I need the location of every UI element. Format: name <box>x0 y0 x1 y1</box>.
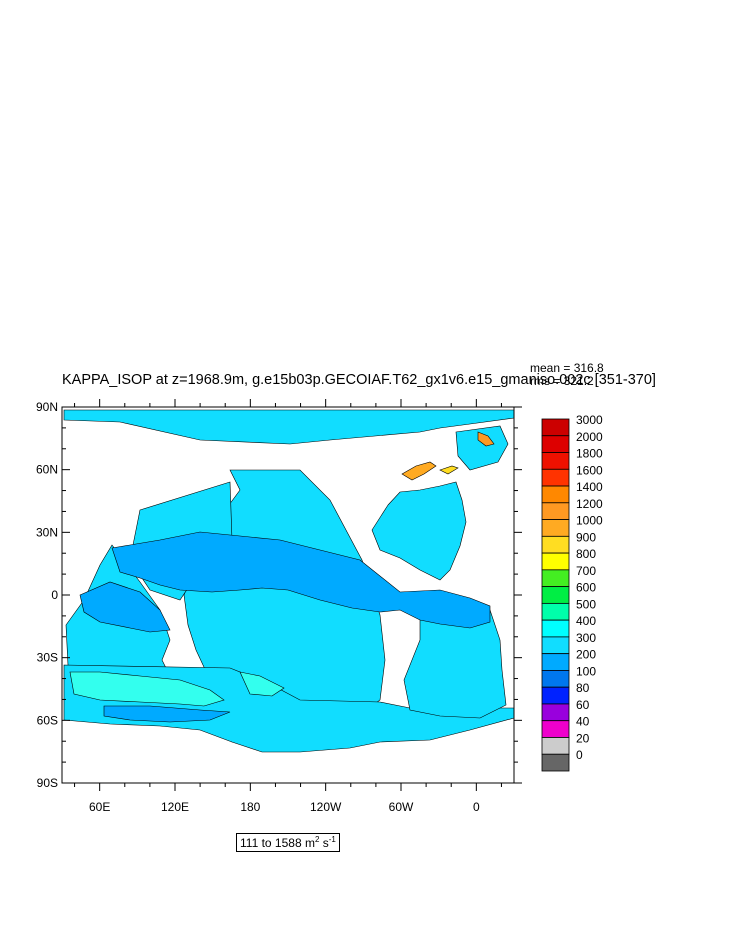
ocean-nordic-hot <box>477 431 495 447</box>
x-tick-label: 120W <box>310 800 342 814</box>
range-label-main: 111 to 1588 m <box>240 836 315 850</box>
colorbar-label: 400 <box>576 614 596 628</box>
x-tick-label: 60E <box>89 800 110 814</box>
colorbar-label: 60 <box>576 698 590 712</box>
colorbar-label: 200 <box>576 648 596 662</box>
colorbar-box <box>541 452 570 470</box>
stat-mean: mean = 316.8 <box>530 361 604 375</box>
colorbar-box <box>541 703 570 722</box>
colorbar-box <box>541 670 570 688</box>
colorbar-label: 80 <box>576 681 590 695</box>
ocean-atlantic-north <box>371 481 467 581</box>
x-tick-label: 120E <box>161 800 189 814</box>
axes-layer: 90N 60N 30N 0 30S 60S 90S 60E 120E 180 120W 60W 0 <box>36 399 522 814</box>
y-tick-label: 60S <box>37 713 58 727</box>
y-tick-label: 0 <box>51 588 58 602</box>
colorbar-box <box>541 686 570 705</box>
range-label-box: 111 to 1588 m2 s-1 <box>236 833 340 852</box>
colorbar-label: 40 <box>576 715 590 729</box>
ocean-indian-warm <box>79 581 171 633</box>
stats-block: mean = 316.8 rms = 321.2 <box>530 362 604 388</box>
colorbar-label: 100 <box>576 664 596 678</box>
colorbar-label: 600 <box>576 581 596 595</box>
colorbar-box <box>541 720 570 738</box>
colorbar-label: 900 <box>576 530 596 544</box>
map-layer <box>63 409 515 753</box>
colorbar-label: 1800 <box>576 447 603 461</box>
colorbar-label: 500 <box>576 597 596 611</box>
colorbar-label: 700 <box>576 564 596 578</box>
range-label-mid: s <box>319 836 329 850</box>
colorbar-label: 2000 <box>576 430 603 444</box>
colorbar-label: 800 <box>576 547 596 561</box>
y-tick-label: 30N <box>36 525 58 539</box>
colorbar-box <box>541 602 570 621</box>
ocean-greenland-sea <box>455 425 509 471</box>
range-label-sup1: 2 <box>314 835 320 844</box>
colorbar-label: 1000 <box>576 514 603 528</box>
ocean-south-deep <box>103 705 231 723</box>
colorbar-box <box>541 619 570 638</box>
range-label-sup2: -1 <box>328 835 336 844</box>
colorbar-box <box>541 753 570 772</box>
colorbar-box <box>541 418 570 437</box>
colorbar-label: 300 <box>576 631 596 645</box>
colorbar-label: 1600 <box>576 463 603 477</box>
colorbar-box <box>541 535 570 554</box>
x-tick-label: 180 <box>240 800 260 814</box>
colorbar-label: 3000 <box>576 413 603 427</box>
colorbar-box <box>541 569 570 588</box>
y-tick-label: 60N <box>36 463 58 477</box>
ocean-labrador-hot-2 <box>439 465 459 475</box>
colorbar-box <box>541 435 570 453</box>
colorbar-label: 1200 <box>576 497 603 511</box>
y-tick-label: 90N <box>36 400 58 414</box>
ocean-south-pale-2 <box>239 671 285 697</box>
ocean-labrador-hot <box>401 461 437 481</box>
colorbar-box <box>541 636 570 655</box>
stat-rms: rms = 321.2 <box>530 374 594 388</box>
colorbar-label: 20 <box>576 731 590 745</box>
colorbar-box <box>541 586 570 604</box>
y-tick-label: 30S <box>37 651 58 665</box>
ocean-equatorial-band <box>111 531 491 629</box>
colorbar-box <box>541 485 570 504</box>
colorbar-label: 1400 <box>576 480 603 494</box>
x-tick-label: 60W <box>389 800 414 814</box>
colorbar-box <box>541 468 570 487</box>
colorbar-box <box>541 653 570 671</box>
y-tick-label: 90S <box>37 776 58 790</box>
x-tick-label: 0 <box>473 800 480 814</box>
colorbar: 3000200018001600140012001000900800700600… <box>541 413 603 772</box>
colorbar-box <box>541 737 570 755</box>
chart-title: KAPPA_ISOP at z=1968.9m, g.e15b03p.GECOI… <box>62 372 656 388</box>
colorbar-box <box>541 519 570 537</box>
ocean-north-strip <box>63 409 515 445</box>
colorbar-box <box>541 552 570 571</box>
colorbar-box <box>541 502 570 520</box>
ocean-south-pale <box>69 671 225 707</box>
colorbar-label: 0 <box>576 748 583 762</box>
